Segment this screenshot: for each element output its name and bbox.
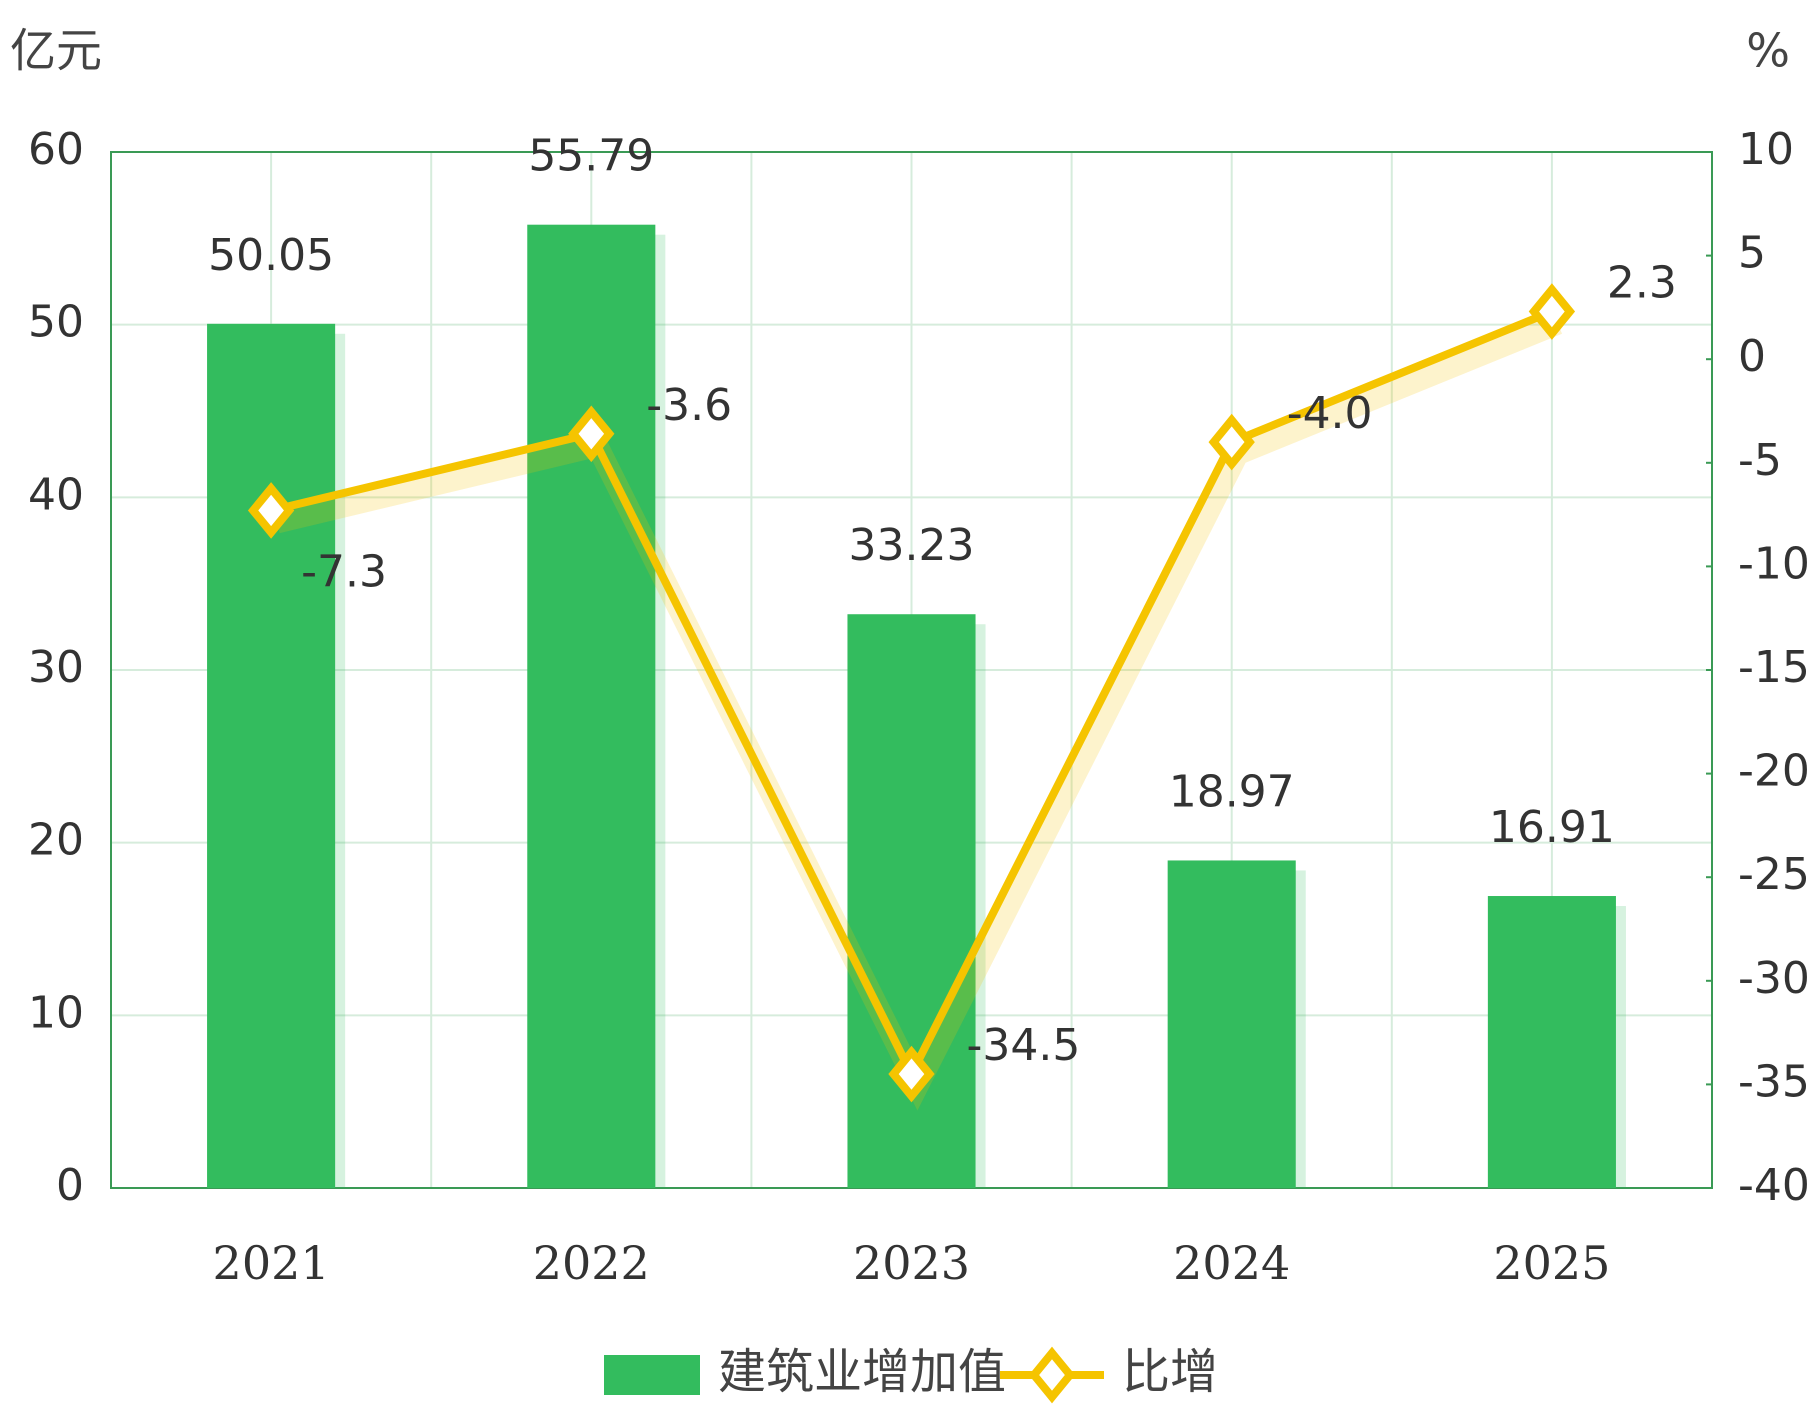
line-marker <box>247 482 295 539</box>
x-tick-label: 2022 <box>533 1236 650 1290</box>
bar-value-label: 33.23 <box>849 520 975 571</box>
legend-label: 比增 <box>1122 1344 1218 1400</box>
legend-label: 建筑业增加值 <box>718 1344 1006 1400</box>
y2-tick-label: -35 <box>1738 1056 1810 1107</box>
y2-tick-label: -20 <box>1738 746 1810 797</box>
bar-value-label: 18.97 <box>1169 766 1295 817</box>
line-marker <box>1528 283 1576 340</box>
line-marker <box>888 1045 935 1103</box>
y2-tick-label: 0 <box>1738 331 1766 382</box>
y-tick-label: 0 <box>56 1160 84 1211</box>
bar <box>527 224 656 1188</box>
bar <box>1167 860 1296 1188</box>
y-axis-label: 亿元 <box>10 24 102 78</box>
y2-tick-label: 10 <box>1738 124 1794 175</box>
line-value-label: -7.3 <box>301 546 387 597</box>
legend-marker <box>1028 1346 1076 1404</box>
x-tick-label: 2025 <box>1493 1236 1610 1290</box>
y2-tick-label: 5 <box>1738 228 1766 279</box>
y2-tick-label: -5 <box>1738 435 1782 486</box>
y-tick-label: 20 <box>28 815 84 866</box>
x-tick-label: 2021 <box>213 1236 330 1290</box>
line-marker <box>568 405 615 463</box>
y-tick-label: 30 <box>28 642 84 693</box>
line-value-label: -4.0 <box>1287 388 1373 439</box>
y2-tick-label: -25 <box>1738 849 1810 900</box>
bar-value-label: 16.91 <box>1489 802 1615 853</box>
line-value-label: 2.3 <box>1607 258 1677 309</box>
y-tick-label: 40 <box>28 469 84 520</box>
y-tick-label: 50 <box>28 297 84 348</box>
y2-tick-label: -10 <box>1738 538 1810 589</box>
line-marker <box>1208 413 1255 471</box>
bar-value-label: 55.79 <box>528 131 654 182</box>
x-tick-label: 2023 <box>853 1236 970 1290</box>
y2-tick-label: -15 <box>1738 642 1810 693</box>
line-value-label: -3.6 <box>646 380 732 431</box>
y2-tick-label: -40 <box>1738 1160 1810 1211</box>
bar-value-label: 50.05 <box>208 230 334 281</box>
bar <box>1487 896 1616 1188</box>
y-tick-label: 60 <box>28 124 84 175</box>
y2-axis-label: % <box>1746 24 1790 78</box>
line-value-label: -34.5 <box>967 1020 1081 1071</box>
y-tick-label: 10 <box>28 987 84 1038</box>
y2-tick-label: -30 <box>1738 953 1810 1004</box>
x-tick-label: 2024 <box>1173 1236 1290 1290</box>
legend-swatch <box>604 1355 700 1395</box>
bar <box>207 323 336 1188</box>
